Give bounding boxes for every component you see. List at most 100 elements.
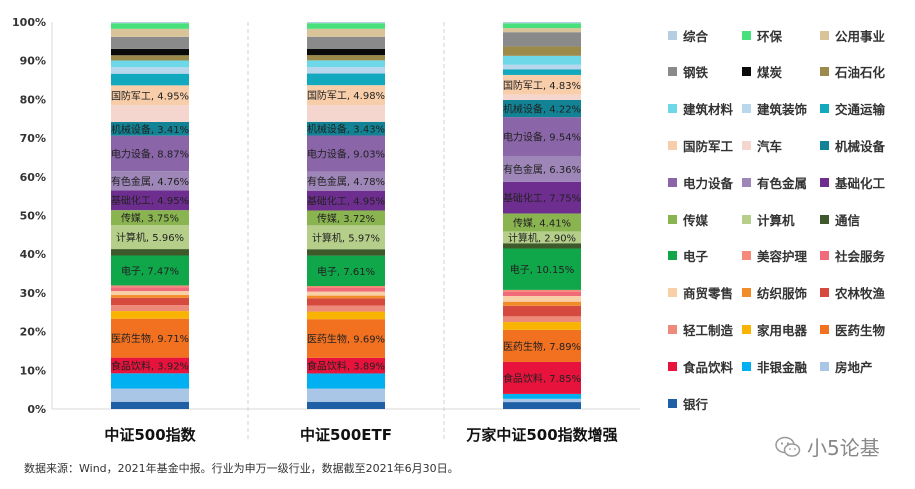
bar-segment — [503, 213, 581, 232]
bar-segment — [111, 291, 189, 296]
legend-label: 环保 — [757, 28, 783, 44]
legend-label: 轻工制造 — [683, 322, 734, 338]
data-label: 电力设备, 9.54% — [503, 131, 581, 144]
legend-swatch — [742, 361, 751, 371]
legend-label: 石油石化 — [835, 65, 886, 81]
bar-segment — [307, 67, 385, 74]
watermark-text: 小5论基 — [807, 436, 880, 460]
data-label: 计算机, 2.90% — [508, 231, 576, 244]
bar-segment — [503, 289, 581, 292]
legend-swatch — [668, 67, 677, 77]
y-tick-label: 90% — [20, 55, 46, 68]
legend-item: 计算机 — [742, 210, 795, 228]
legend-item: 食品饮料 — [668, 357, 733, 375]
legend-swatch — [742, 288, 751, 298]
legend-item: 社会服务 — [820, 247, 885, 265]
bar-segment — [307, 319, 385, 358]
legend-swatch — [668, 177, 677, 187]
legend-swatch — [742, 140, 751, 150]
legend-item: 有色金属 — [742, 173, 807, 191]
bar-segment — [307, 388, 385, 402]
legend-label: 传媒 — [683, 212, 709, 228]
bar-segment — [307, 298, 385, 306]
bar-segment — [307, 171, 385, 191]
data-label: 电力设备, 9.03% — [307, 148, 385, 161]
bar-segment — [503, 46, 581, 56]
legend-item: 美容护理 — [742, 247, 807, 265]
legend-label: 钢铁 — [683, 65, 709, 81]
data-label: 电子, 10.15% — [510, 263, 575, 276]
legend-swatch — [820, 177, 829, 187]
bar-segment — [503, 181, 581, 214]
legend-item: 家用电器 — [742, 320, 807, 338]
bar-segment — [503, 64, 581, 70]
legend-item: 交通运输 — [820, 100, 885, 118]
bar-segment — [307, 401, 385, 409]
bar-segment — [111, 401, 189, 409]
data-label: 基础化工, 4.95% — [111, 194, 189, 207]
bar-segment — [111, 373, 189, 389]
bar-segment — [307, 121, 385, 136]
bar-segment — [307, 190, 385, 211]
data-label: 医药生物, 7.89% — [503, 340, 581, 353]
bar-segment — [307, 286, 385, 289]
bar-segment — [111, 105, 189, 123]
legend-label: 美容护理 — [757, 249, 808, 265]
bar-segment — [111, 85, 189, 106]
legend-swatch — [820, 104, 829, 114]
data-label: 传媒, 4.41% — [513, 217, 571, 229]
legend-item: 农林牧渔 — [820, 284, 885, 302]
x-category-label: 万家中证500指数增强 — [465, 426, 617, 444]
legend-label: 食品饮料 — [683, 359, 734, 375]
legend-item: 通信 — [820, 210, 860, 228]
bar-segment — [307, 60, 385, 68]
data-label: 机械设备, 4.22% — [503, 103, 581, 116]
bar-segment — [503, 155, 581, 182]
bar-segment — [503, 248, 581, 290]
legend-swatch — [668, 361, 677, 371]
data-label: 食品饮料, 3.89% — [307, 360, 385, 373]
bar-segment — [111, 225, 189, 250]
legend-item: 综合 — [668, 26, 708, 44]
bar-segment — [111, 311, 189, 319]
source-note: 数据来源：Wind，2021年基金中报。行业为申万一级行业，数据截至2021年6… — [24, 462, 459, 475]
bar-segment — [111, 171, 189, 191]
legend-swatch — [742, 177, 751, 187]
legend-swatch — [668, 140, 677, 150]
y-tick-label: 70% — [20, 132, 46, 145]
legend-label: 汽车 — [757, 138, 783, 154]
bar-segment — [111, 135, 189, 172]
bar-segment — [111, 285, 189, 288]
legend-label: 家用电器 — [757, 322, 808, 338]
bar-segment — [503, 329, 581, 362]
bar-segment — [111, 36, 189, 49]
bar-segment — [111, 295, 189, 298]
bar-segment — [503, 117, 581, 156]
legend-swatch — [820, 361, 829, 371]
legend-swatch — [742, 30, 751, 40]
bar-segment — [307, 135, 385, 172]
bar-segment — [503, 22, 581, 24]
data-label: 食品饮料, 7.85% — [503, 372, 581, 385]
legend-label: 有色金属 — [757, 175, 808, 191]
data-label: 有色金属, 4.78% — [307, 175, 385, 188]
legend-label: 医药生物 — [835, 322, 886, 338]
legend-label: 基础化工 — [835, 175, 886, 191]
legend-label: 银行 — [683, 396, 709, 412]
legend-item: 传媒 — [668, 210, 708, 228]
legend-item: 房地产 — [820, 357, 873, 375]
bar-segment — [307, 225, 385, 250]
legend-item: 建筑材料 — [668, 100, 733, 118]
bar-segment — [111, 249, 189, 256]
legend-label: 通信 — [835, 212, 861, 228]
legend-label: 综合 — [683, 28, 709, 44]
legend-label: 电子 — [683, 249, 709, 265]
data-label: 机械设备, 3.41% — [111, 123, 189, 136]
legend-item: 煤炭 — [742, 63, 782, 81]
bar-segment — [307, 22, 385, 24]
bar-segment — [307, 357, 385, 374]
legend-swatch — [742, 104, 751, 114]
data-label: 电子, 7.47% — [121, 264, 179, 277]
bar-segment — [111, 23, 189, 29]
legend-label: 非银金融 — [757, 359, 808, 375]
